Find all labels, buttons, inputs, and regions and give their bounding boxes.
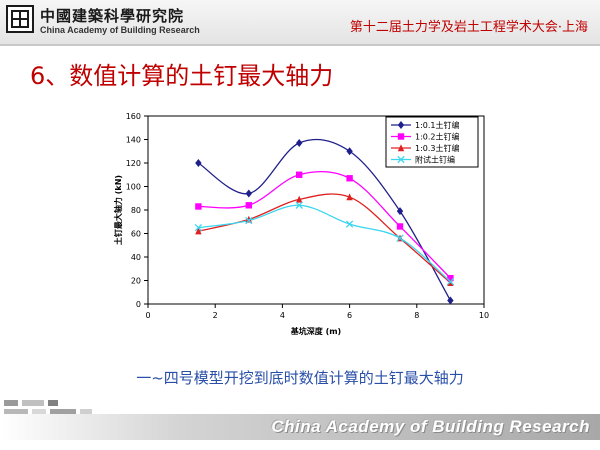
series-line-1: [198, 138, 451, 301]
series-4-point: [396, 234, 404, 242]
y-tick-label: 0: [136, 300, 141, 309]
series-2-point: [245, 202, 252, 209]
y-tick-label: 140: [126, 136, 141, 145]
marker-stroke: [245, 216, 253, 225]
series-3-point: [447, 279, 454, 287]
y-tick-label: 20: [131, 277, 141, 286]
legend-swatch-marker: [397, 144, 405, 152]
header-band: [0, 0, 600, 44]
series-2-point: [396, 223, 404, 230]
legend-swatch-marker: [397, 121, 405, 129]
series-3-point: [296, 195, 303, 203]
y-tick-label: 80: [131, 206, 141, 215]
org-name-cn: 中國建築科學研究院: [40, 7, 185, 25]
series-1-point: [396, 207, 404, 216]
y-tick-label: 120: [126, 159, 141, 168]
series-3-point: [346, 193, 353, 201]
series-1-point: [245, 189, 252, 198]
series-4-point: [345, 220, 354, 228]
series-4-point: [295, 201, 303, 209]
series-2-point: [195, 203, 202, 210]
header-divider: [0, 44, 600, 46]
series-2-point: [447, 274, 454, 282]
series-4-point: [194, 223, 203, 232]
legend-label: 1:0.3土钉编: [415, 143, 460, 153]
conference-title: 第十二届土力学及岩土工程学术大会·上海: [349, 20, 588, 35]
x-axis-label: 基坑深度 (m): [290, 326, 341, 336]
y-tick-label: 40: [131, 253, 141, 262]
x-tick-label: 10: [479, 311, 489, 320]
x-tick-label: 2: [213, 311, 218, 320]
footer-org-name: China Academy of Building Research: [271, 417, 590, 436]
y-tick-label: 100: [126, 183, 141, 192]
marker-stroke: [396, 234, 404, 242]
x-tick-label: 0: [145, 311, 150, 320]
legend-label: 1:0.2土钉编: [415, 132, 460, 142]
series-4-point: [245, 216, 253, 225]
x-tick-label: 4: [280, 311, 285, 320]
series-3-point: [245, 215, 252, 223]
series-2-point: [346, 175, 353, 182]
series-1-point: [296, 139, 303, 148]
org-name-en: China Academy of Building Research: [40, 25, 200, 35]
legend-label: 附试土钉编: [415, 155, 455, 165]
marker-stroke: [295, 201, 303, 209]
legend-swatch-marker: [397, 155, 405, 164]
legend-label: 1:0.1土钉编: [415, 120, 460, 130]
y-tick-label: 60: [131, 230, 141, 239]
chart-caption: 一~四号模型开挖到底时数值计算的土钉最大轴力: [136, 369, 464, 387]
y-axis-label: 土钉最大轴力 (kN): [113, 175, 123, 245]
series-4-point: [446, 278, 455, 286]
series-line-2: [198, 170, 451, 279]
footer-band: [0, 414, 600, 440]
series-1-point: [346, 147, 353, 156]
slide-title: 6、数值计算的土钉最大轴力: [30, 62, 334, 90]
x-tick-label: 6: [347, 311, 352, 320]
x-tick-label: 8: [414, 311, 419, 320]
y-tick-label: 160: [126, 112, 141, 121]
series-line-4: [198, 204, 451, 283]
legend-swatch-marker: [397, 133, 405, 140]
series-1-point: [195, 159, 202, 167]
marker-stroke: [446, 278, 455, 286]
series-line-3: [198, 193, 451, 284]
marker-stroke: [194, 223, 203, 232]
org-logo-icon: [6, 5, 34, 33]
series-1-point: [447, 296, 454, 305]
series-3-point: [195, 227, 202, 235]
marker-stroke: [397, 155, 405, 164]
series-2-point: [296, 171, 303, 178]
marker-stroke: [345, 220, 354, 228]
